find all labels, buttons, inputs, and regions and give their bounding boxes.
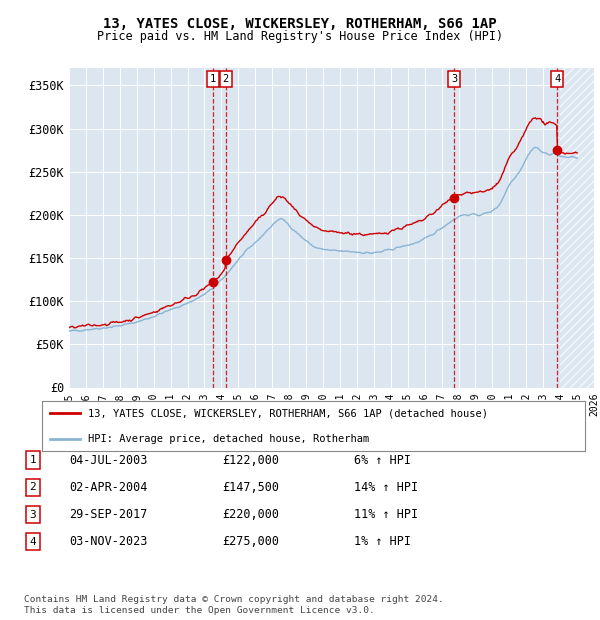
Text: 1% ↑ HPI: 1% ↑ HPI xyxy=(354,536,411,548)
Text: 4: 4 xyxy=(554,74,560,84)
Text: 6% ↑ HPI: 6% ↑ HPI xyxy=(354,454,411,466)
Text: 3: 3 xyxy=(29,510,37,520)
Text: 1: 1 xyxy=(29,455,37,465)
Text: Contains HM Land Registry data © Crown copyright and database right 2024.: Contains HM Land Registry data © Crown c… xyxy=(24,595,444,604)
Text: 2: 2 xyxy=(223,74,229,84)
Text: This data is licensed under the Open Government Licence v3.0.: This data is licensed under the Open Gov… xyxy=(24,606,375,615)
Text: 1: 1 xyxy=(210,74,216,84)
Text: HPI: Average price, detached house, Rotherham: HPI: Average price, detached house, Roth… xyxy=(88,433,370,444)
Text: 11% ↑ HPI: 11% ↑ HPI xyxy=(354,508,418,521)
Text: 29-SEP-2017: 29-SEP-2017 xyxy=(69,508,148,521)
Text: 04-JUL-2003: 04-JUL-2003 xyxy=(69,454,148,466)
Text: 4: 4 xyxy=(29,537,37,547)
Text: 13, YATES CLOSE, WICKERSLEY, ROTHERHAM, S66 1AP (detached house): 13, YATES CLOSE, WICKERSLEY, ROTHERHAM, … xyxy=(88,408,488,419)
Text: £275,000: £275,000 xyxy=(222,536,279,548)
Text: £147,500: £147,500 xyxy=(222,481,279,494)
Text: £122,000: £122,000 xyxy=(222,454,279,466)
Text: £220,000: £220,000 xyxy=(222,508,279,521)
Text: 2: 2 xyxy=(29,482,37,492)
Bar xyxy=(560,68,594,388)
Text: 02-APR-2004: 02-APR-2004 xyxy=(69,481,148,494)
Text: Price paid vs. HM Land Registry's House Price Index (HPI): Price paid vs. HM Land Registry's House … xyxy=(97,30,503,43)
Text: 13, YATES CLOSE, WICKERSLEY, ROTHERHAM, S66 1AP: 13, YATES CLOSE, WICKERSLEY, ROTHERHAM, … xyxy=(103,17,497,32)
Text: 14% ↑ HPI: 14% ↑ HPI xyxy=(354,481,418,494)
Text: 3: 3 xyxy=(451,74,457,84)
Bar xyxy=(560,68,594,388)
Text: 03-NOV-2023: 03-NOV-2023 xyxy=(69,536,148,548)
